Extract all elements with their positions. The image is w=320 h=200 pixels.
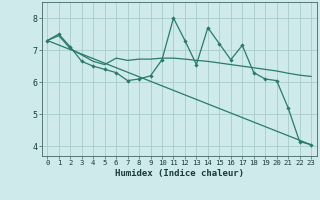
X-axis label: Humidex (Indice chaleur): Humidex (Indice chaleur) bbox=[115, 169, 244, 178]
